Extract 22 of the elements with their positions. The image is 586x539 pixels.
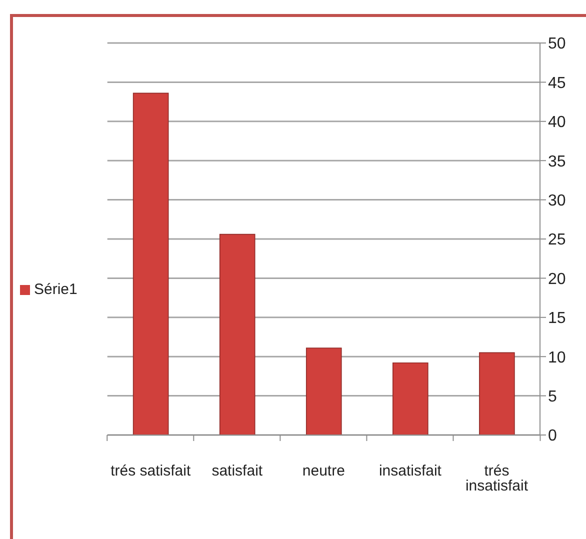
legend-label: Série1 [34,281,78,298]
bar [392,362,428,435]
y-tick-label: 35 [548,153,566,170]
y-tick-label: 45 [548,74,566,92]
y-tick-label: 10 [548,349,566,366]
y-tick-label: 0 [548,428,557,445]
y-tick-label: 50 [548,36,566,53]
x-tick-label: insatisfait [378,462,442,480]
y-tick-label: 40 [548,114,566,132]
x-tick-label: neutre [302,462,345,480]
y-tick-label: 30 [548,192,566,210]
y-tick-label: 20 [548,270,566,288]
y-tick-label: 5 [548,388,557,406]
x-tick-label: trés insatisfait [465,462,529,495]
y-tick-label: 15 [548,310,566,328]
x-tick-label: trés satisfait [110,462,192,480]
y-tick-label: 25 [548,232,566,249]
bar [219,234,256,435]
bar [306,348,342,435]
bar [132,92,169,435]
bar [479,352,515,435]
x-tick-label: satisfait [212,462,264,480]
